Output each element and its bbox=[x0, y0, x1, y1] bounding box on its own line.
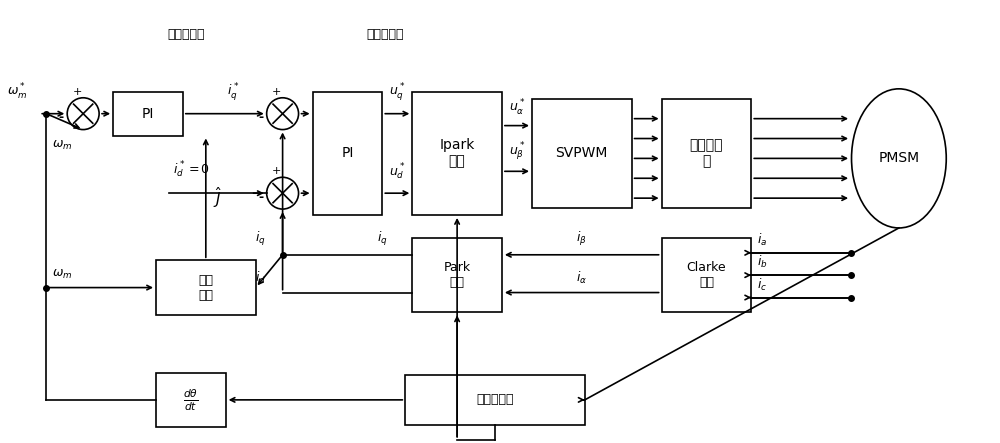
Text: $i_q$: $i_q$ bbox=[255, 230, 265, 248]
Bar bbox=[156, 260, 256, 315]
Text: 电流调节器: 电流调节器 bbox=[367, 27, 404, 41]
Text: $i_{\alpha}$: $i_{\alpha}$ bbox=[576, 269, 587, 286]
Bar bbox=[313, 92, 382, 215]
Bar bbox=[156, 373, 226, 427]
Text: PMSM: PMSM bbox=[878, 152, 919, 165]
Bar bbox=[113, 92, 183, 136]
Text: PI: PI bbox=[341, 147, 354, 160]
Text: $i_q^*$: $i_q^*$ bbox=[227, 81, 239, 103]
Ellipse shape bbox=[852, 89, 946, 228]
Circle shape bbox=[267, 177, 299, 209]
Text: +: + bbox=[272, 166, 281, 176]
Bar bbox=[412, 92, 502, 215]
Bar bbox=[532, 99, 632, 208]
Text: 惯量
辨识: 惯量 辨识 bbox=[198, 274, 213, 302]
Text: -: - bbox=[258, 190, 263, 204]
Text: Ipark
变换: Ipark 变换 bbox=[439, 138, 475, 168]
Text: SVPWM: SVPWM bbox=[556, 147, 608, 160]
Circle shape bbox=[67, 98, 99, 130]
Text: PI: PI bbox=[142, 107, 154, 120]
Bar bbox=[405, 375, 585, 425]
Text: +: + bbox=[272, 87, 281, 97]
Text: 三相逆变
器: 三相逆变 器 bbox=[690, 138, 723, 168]
Text: $u_{\alpha}^*$: $u_{\alpha}^*$ bbox=[509, 97, 525, 118]
Text: 光电编码器: 光电编码器 bbox=[476, 393, 514, 406]
Text: Park
变换: Park 变换 bbox=[444, 261, 471, 289]
Text: $\frac{d\theta}{dt}$: $\frac{d\theta}{dt}$ bbox=[183, 387, 199, 413]
Bar bbox=[662, 238, 751, 312]
Text: $\omega_m^*$: $\omega_m^*$ bbox=[7, 82, 28, 102]
Text: $u_{\beta}^*$: $u_{\beta}^*$ bbox=[509, 141, 525, 163]
Text: $i_d^* = 0$: $i_d^* = 0$ bbox=[173, 160, 210, 180]
Text: $i_b$: $i_b$ bbox=[757, 254, 768, 270]
Text: -: - bbox=[258, 111, 263, 124]
Text: $i_{\beta}$: $i_{\beta}$ bbox=[576, 230, 587, 248]
Text: $u_q^*$: $u_q^*$ bbox=[389, 81, 405, 103]
Text: +: + bbox=[72, 87, 82, 97]
Bar bbox=[412, 238, 502, 312]
Text: $\omega_m$: $\omega_m$ bbox=[52, 268, 73, 280]
Text: $i_q$: $i_q$ bbox=[377, 230, 387, 248]
Text: $i_d$: $i_d$ bbox=[255, 269, 266, 286]
Circle shape bbox=[267, 98, 299, 130]
Text: $i_c$: $i_c$ bbox=[757, 276, 767, 292]
Text: $\hat{J}$: $\hat{J}$ bbox=[213, 186, 222, 210]
Bar bbox=[662, 99, 751, 208]
Text: $\omega_m$: $\omega_m$ bbox=[52, 139, 73, 152]
Text: 速度调节器: 速度调节器 bbox=[167, 27, 205, 41]
Text: Clarke
变换: Clarke 变换 bbox=[687, 261, 726, 289]
Text: -: - bbox=[59, 111, 64, 124]
Text: $i_a$: $i_a$ bbox=[757, 232, 768, 248]
Text: $u_d^*$: $u_d^*$ bbox=[389, 162, 405, 182]
